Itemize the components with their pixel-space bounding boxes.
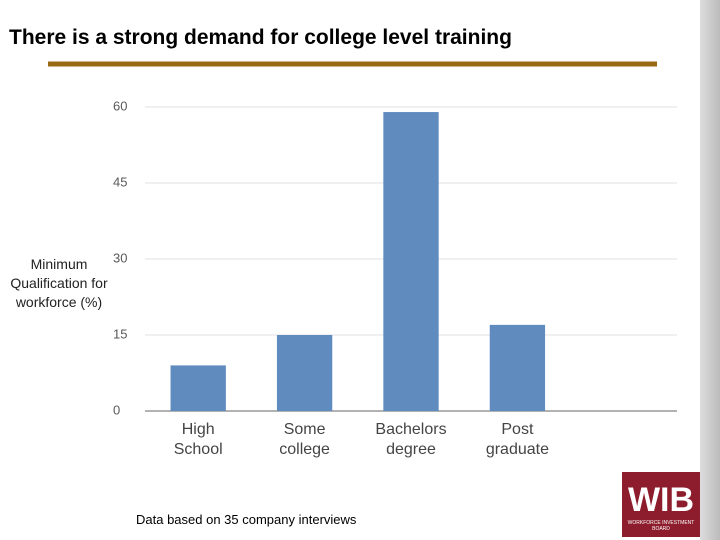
x-tick-label: Bachelors degree bbox=[375, 421, 447, 458]
y-tick-label: 0 bbox=[113, 402, 120, 417]
bar bbox=[276, 335, 333, 411]
footnote: Data based on 35 company interviews bbox=[136, 512, 357, 527]
slide-title: There is a strong demand for college lev… bbox=[9, 26, 512, 49]
logo-text: WIB bbox=[627, 481, 695, 519]
x-tick-label: Some college bbox=[279, 421, 330, 458]
x-tick-label: High School bbox=[173, 421, 223, 458]
y-tick-label: 60 bbox=[113, 98, 127, 113]
y-tick-label: 45 bbox=[113, 174, 127, 189]
edge-strip bbox=[700, 0, 720, 540]
y-tick-label: 30 bbox=[113, 250, 127, 265]
bar bbox=[170, 365, 226, 411]
bar bbox=[383, 112, 439, 412]
y-tick-label: 15 bbox=[113, 326, 127, 341]
logo-caption: WORKFORCE INVESTMENT BOARD bbox=[627, 520, 695, 532]
chart: 0 15 30 45 60 bbox=[48, 61, 677, 417]
bar bbox=[489, 324, 546, 411]
x-tick-label: Post graduate bbox=[485, 421, 549, 458]
logo: WIB WORKFORCE INVESTMENT BOARD bbox=[622, 472, 700, 537]
y-axis-label: Minimum Qualification for workforce (%) bbox=[10, 256, 108, 310]
